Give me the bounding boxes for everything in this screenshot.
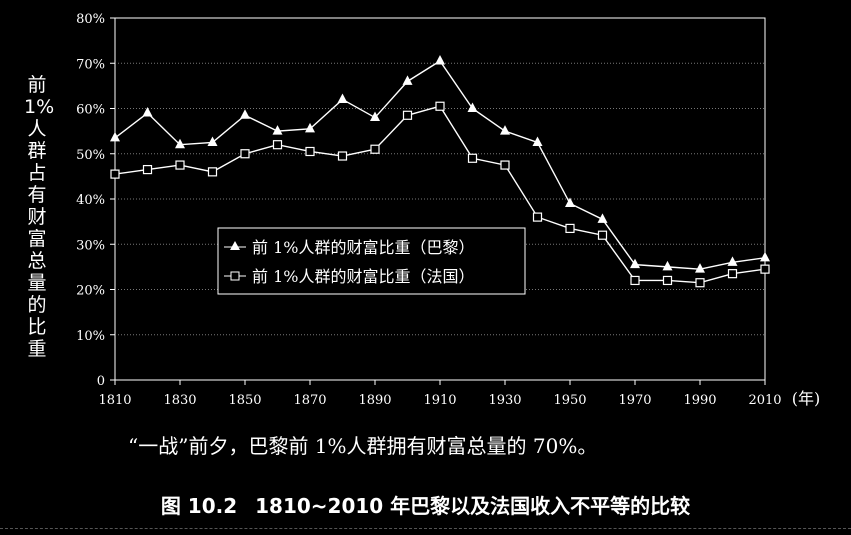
data-point-paris — [142, 107, 153, 117]
data-point-paris — [305, 122, 315, 133]
x-tick-label: 1910 — [423, 393, 456, 408]
data-point-france — [695, 278, 705, 288]
data-point-paris — [370, 111, 380, 122]
data-point-france — [727, 269, 738, 279]
data-point-france — [760, 264, 770, 274]
data-point-paris — [240, 109, 250, 119]
data-point-paris — [272, 125, 283, 135]
x-axis-unit: (年) — [792, 389, 821, 408]
y-axis-label-char: 1% — [24, 96, 55, 118]
x-axis-ticks: 1810 1830 1850 1870 1890 1910 1930 1950 1970 1990… — [98, 380, 782, 408]
legend-marker-paris — [230, 241, 240, 250]
data-point-paris — [402, 75, 413, 85]
data-point-france — [597, 230, 608, 240]
x-tick-label: 1950 — [553, 393, 586, 408]
data-point-france — [370, 144, 380, 154]
chart: 010%20%30%40%50%60%70%80% 1810 1830 1850 18… — [76, 12, 821, 408]
legend: 前 1%人群的财富比重（巴黎） 前 1%人群的财富比重（法国） — [217, 227, 526, 295]
data-point-paris — [565, 197, 575, 208]
y-tick-label: 10% — [76, 329, 105, 344]
legend-marker-france — [230, 271, 240, 281]
legend-label-france: 前 1%人群的财富比重（法国） — [252, 267, 474, 286]
caption-title: 1810~2010 年巴黎以及法国收入不平等的比较 — [255, 494, 691, 518]
data-point-france — [435, 101, 445, 111]
data-point-paris — [630, 258, 640, 269]
legend-box — [217, 227, 526, 295]
y-tick-label: 70% — [76, 57, 105, 72]
y-axis-label-char: 的 — [27, 294, 47, 316]
legend-label-paris: 前 1%人群的财富比重（巴黎） — [252, 238, 474, 257]
data-point-france — [240, 149, 250, 159]
data-point-paris — [695, 263, 705, 273]
y-axis-label-char: 有 — [27, 184, 47, 206]
data-point-france — [175, 160, 185, 170]
y-tick-label: 40% — [76, 193, 105, 208]
data-point-france — [402, 110, 413, 120]
caption-number: 图 10.2 — [160, 494, 238, 518]
data-point-france — [500, 160, 510, 170]
data-point-france — [565, 223, 575, 234]
x-tick-label: 1930 — [488, 393, 521, 408]
data-point-france — [337, 151, 348, 161]
data-point-paris — [110, 131, 120, 142]
y-axis-label-char: 占 — [27, 162, 47, 184]
y-tick-label: 60% — [76, 103, 105, 118]
data-point-france — [272, 140, 283, 150]
y-axis-label-char: 总 — [27, 250, 47, 272]
y-axis-label-char: 富 — [27, 228, 47, 250]
x-tick-label: 1870 — [293, 393, 326, 408]
x-tick-label: 2010 — [748, 393, 781, 408]
bottom-divider — [0, 528, 851, 529]
x-tick-label: 1830 — [163, 393, 196, 408]
data-point-paris — [760, 251, 770, 262]
data-point-paris — [727, 256, 738, 266]
data-point-paris — [597, 213, 608, 223]
data-point-paris — [662, 260, 673, 271]
data-point-paris — [532, 136, 543, 146]
y-tick-label: 50% — [76, 148, 105, 163]
x-tick-label: 1890 — [358, 393, 391, 408]
x-tick-label: 1970 — [618, 393, 651, 408]
data-point-france — [142, 164, 153, 175]
y-axis-label: 前 1% 人群占有财富总量的比重 — [24, 74, 55, 360]
data-point-france — [630, 275, 640, 286]
data-point-france — [305, 146, 315, 157]
y-axis-label-char: 重 — [27, 338, 47, 360]
data-point-france — [110, 169, 120, 179]
y-axis-label-char: 比 — [27, 316, 47, 338]
x-tick-label: 1990 — [683, 393, 716, 408]
data-point-france — [207, 167, 218, 177]
data-point-france — [467, 153, 478, 163]
y-tick-label: 0 — [97, 374, 105, 389]
chart-note: “一战”前夕，巴黎前 1%人群拥有财富总量的 70%。 — [128, 434, 598, 458]
data-point-france — [662, 275, 673, 286]
y-axis-ticks: 0 10% 20% 30% 40% 50% 60% 70% 80% — [76, 12, 115, 389]
series-lines — [110, 54, 770, 288]
y-tick-label: 80% — [76, 12, 105, 27]
data-point-paris — [175, 138, 185, 149]
y-axis-label-char: 财 — [27, 206, 47, 228]
data-point-paris — [207, 136, 218, 146]
y-tick-label: 20% — [76, 284, 105, 299]
x-tick-label: 1850 — [228, 393, 261, 408]
y-axis-label-char: 人 — [27, 118, 47, 140]
data-point-paris — [337, 93, 348, 103]
data-point-france — [532, 212, 543, 222]
figure-caption: 图 10.2 1810~2010 年巴黎以及法国收入不平等的比较 — [0, 490, 851, 519]
x-tick-label: 1810 — [98, 393, 131, 408]
y-tick-label: 30% — [76, 238, 105, 253]
data-point-paris — [500, 125, 510, 135]
y-axis-label-char: 群 — [27, 140, 47, 162]
y-axis-label-char: 量 — [27, 272, 47, 294]
y-axis-label-char: 前 — [27, 74, 47, 96]
data-point-paris — [467, 102, 478, 112]
data-point-paris — [435, 54, 445, 65]
